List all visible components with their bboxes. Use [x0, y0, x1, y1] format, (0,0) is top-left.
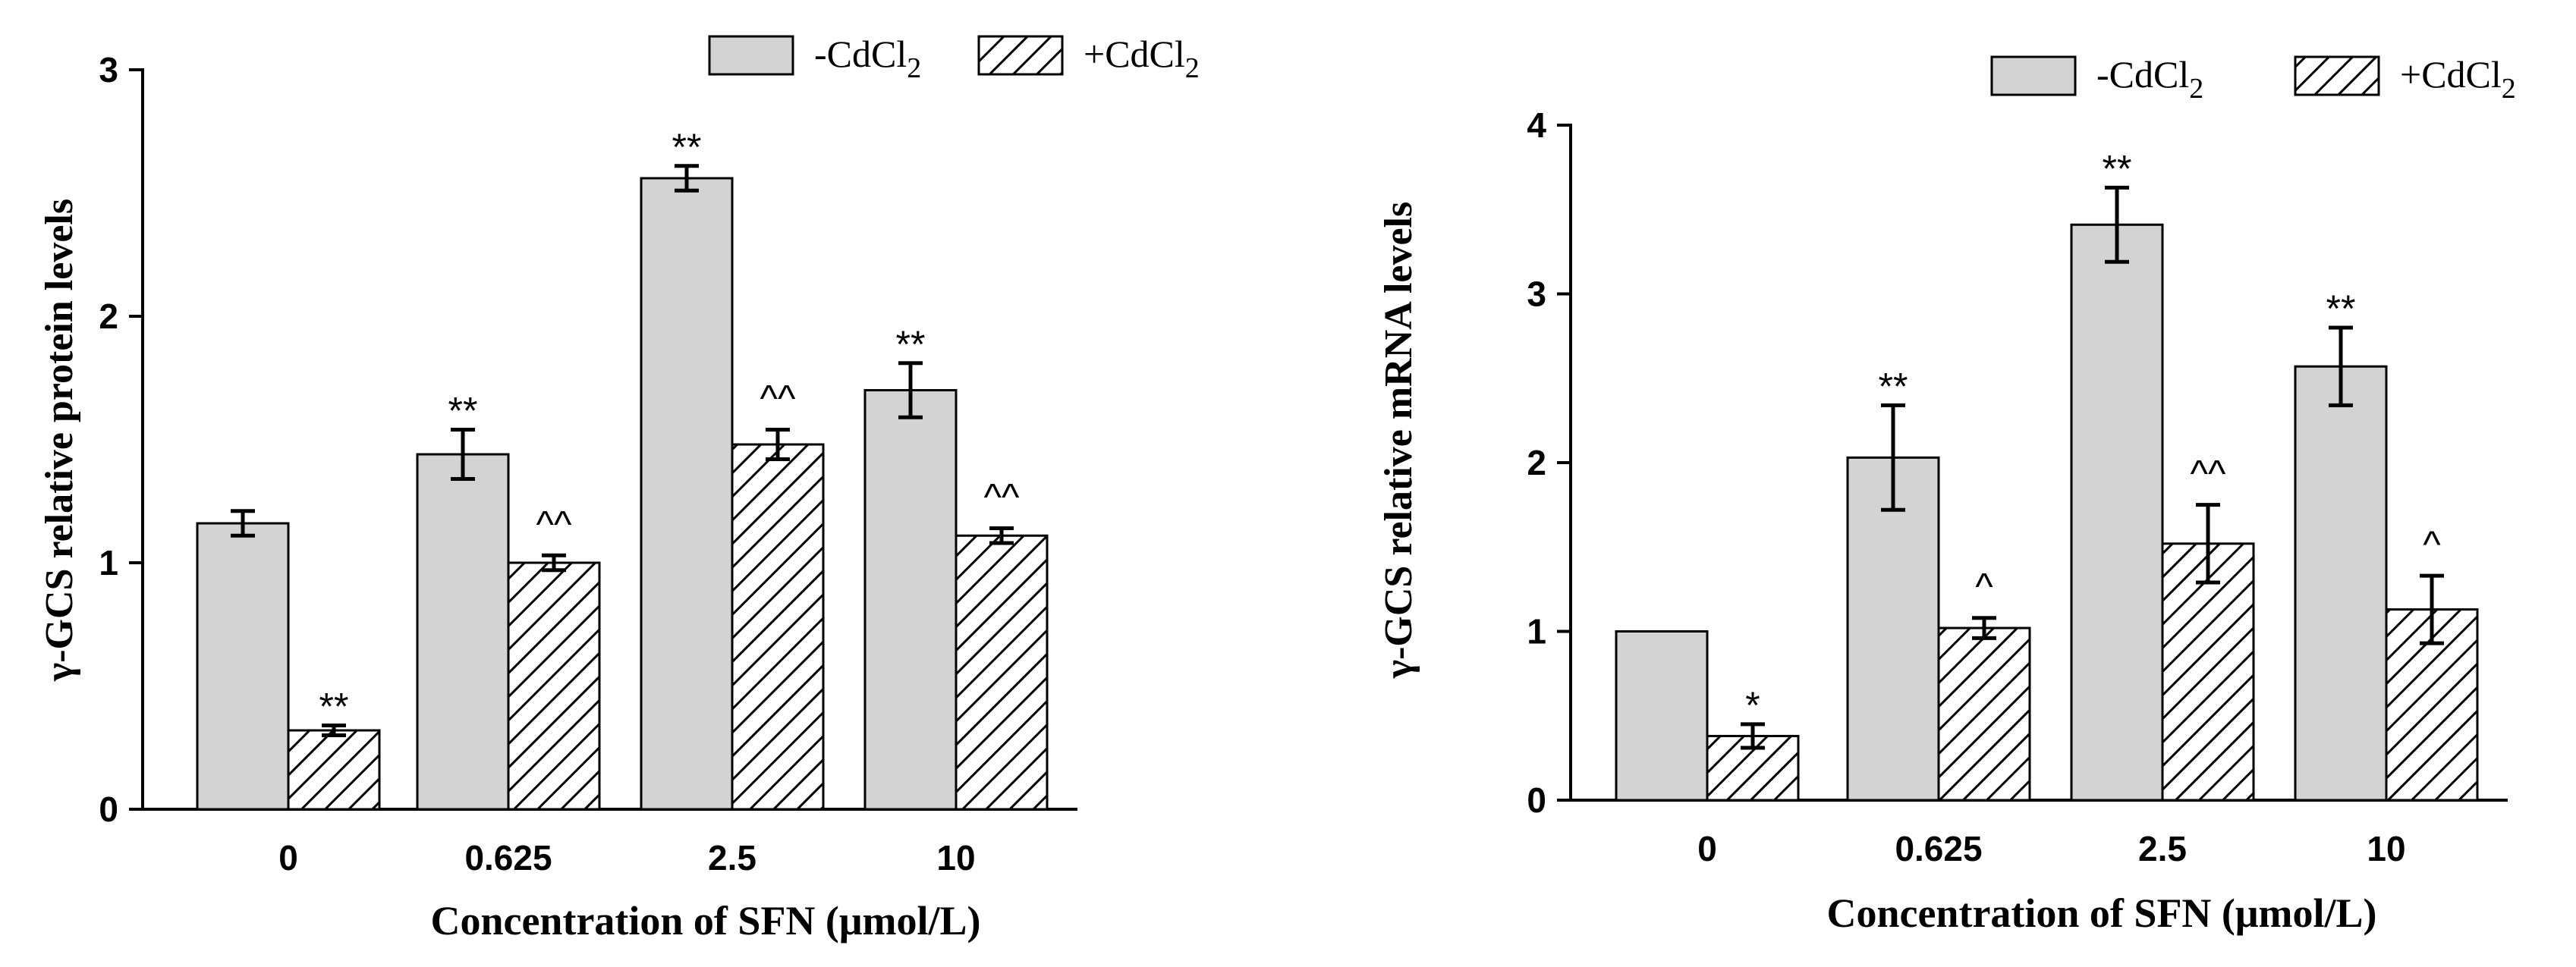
significance-marker: ** [672, 126, 702, 168]
legend-label: -CdCl2 [814, 33, 921, 84]
protein-levels-chart: 0 1 2 3 ** 0 ** ^^ 0.625 ** ^^ 2.5 ** ^^ 10 γ-GCS relat… [38, 33, 1200, 943]
y-tick-label: 0 [1527, 780, 1546, 820]
y-tick-label: 1 [99, 543, 118, 582]
significance-marker: ** [1879, 365, 1908, 407]
significance-marker: ^^ [536, 503, 572, 545]
x-tick-label: 0 [1697, 829, 1717, 868]
y-tick-label: 4 [1527, 105, 1546, 145]
bar-minus-cdcl2-2.5 [640, 177, 734, 811]
legend-label: -CdCl2 [2096, 53, 2203, 105]
y-tick-label: 3 [99, 50, 118, 89]
x-tick-label: 2.5 [708, 838, 756, 878]
bar-minus-cdcl2-0 [1615, 630, 1709, 802]
x-tick-label: 0 [278, 838, 298, 878]
legend-subscript: 2 [2189, 73, 2203, 105]
significance-marker: ** [319, 686, 349, 728]
significance-marker: ^^ [760, 378, 796, 420]
y-axis-title: γ-GCS relative protein levels [38, 199, 81, 682]
x-tick-label: 0.625 [1895, 829, 1982, 868]
x-tick-label: 0.625 [464, 838, 552, 878]
x-axis-title: Concentration of SFN (μmol/L) [430, 898, 980, 943]
significance-marker: ^^ [2191, 453, 2226, 495]
legend-label: +CdCl2 [1084, 33, 1200, 84]
y-tick-label: 2 [99, 297, 118, 336]
legend-swatch-plus-cdcl2 [2294, 55, 2380, 96]
bar-plus-cdcl2-10 [955, 534, 1049, 811]
bar-minus-cdcl2-0.625 [1846, 456, 1940, 802]
y-tick-label: 0 [99, 790, 118, 829]
significance-marker: ^^ [984, 476, 1020, 519]
y-tick-label: 1 [1527, 612, 1546, 651]
significance-marker: ** [896, 323, 926, 366]
legend-subscript: 2 [2502, 73, 2516, 105]
bar-minus-cdcl2-2.5 [2070, 223, 2164, 802]
legend-subscript: 2 [1185, 52, 1200, 84]
legend-subscript: 2 [907, 52, 921, 84]
bar-plus-cdcl2-2.5 [2161, 542, 2255, 802]
mrna-levels-chart: 0 1 2 3 4 * 0 ** ^ 0.625 ** ^^ 2.5 ** ^ 10 γ-GCS relativ… [1377, 53, 2516, 936]
legend-label: +CdCl2 [2400, 53, 2516, 105]
x-axis-title: Concentration of SFN (μmol/L) [1826, 890, 2376, 936]
x-tick-label: 2.5 [2138, 829, 2187, 868]
bar-plus-cdcl2-0.625 [507, 561, 601, 811]
y-axis-title: γ-GCS relative mRNA levels [1377, 202, 1420, 679]
legend-swatch-plus-cdcl2 [977, 35, 1064, 76]
legend-swatch-minus-cdcl2 [1990, 55, 2077, 96]
bar-minus-cdcl2-0.625 [416, 453, 510, 811]
bar-minus-cdcl2-10 [2294, 365, 2388, 802]
significance-marker: ** [2103, 147, 2132, 190]
bar-minus-cdcl2-10 [863, 389, 958, 811]
bar-minus-cdcl2-0 [196, 522, 290, 811]
x-tick-label: 10 [2367, 829, 2405, 868]
y-tick-label: 2 [1527, 443, 1546, 482]
y-tick-label: 3 [1527, 275, 1546, 314]
bar-plus-cdcl2-0.625 [1937, 626, 2031, 802]
significance-marker: ** [448, 390, 478, 432]
significance-marker: ^ [1975, 566, 1993, 608]
x-tick-label: 10 [936, 838, 975, 878]
significance-marker: * [1745, 684, 1760, 727]
significance-marker: ^ [2423, 523, 2441, 566]
bar-plus-cdcl2-0 [287, 729, 381, 811]
legend-swatch-minus-cdcl2 [708, 35, 794, 76]
bar-plus-cdcl2-2.5 [731, 443, 825, 811]
significance-marker: ** [2326, 287, 2356, 330]
